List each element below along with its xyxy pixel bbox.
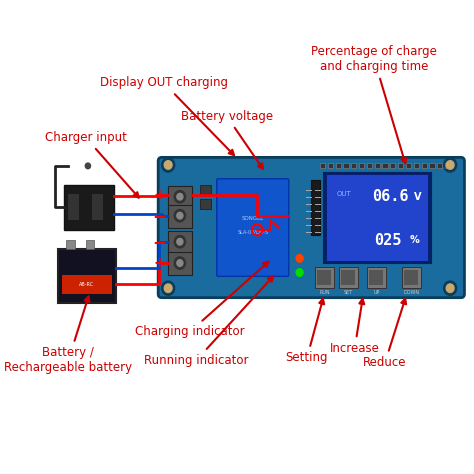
Text: Display OUT charging: Display OUT charging bbox=[100, 76, 234, 155]
Text: SET: SET bbox=[344, 291, 353, 295]
Circle shape bbox=[446, 161, 454, 169]
Bar bbox=[62, 275, 112, 294]
Text: −: − bbox=[153, 207, 166, 225]
Bar bbox=[344, 163, 349, 168]
Bar bbox=[66, 240, 75, 249]
Bar bbox=[404, 270, 418, 285]
Text: V: V bbox=[414, 191, 421, 202]
Text: %: % bbox=[410, 235, 419, 246]
Text: DOWN: DOWN bbox=[403, 291, 419, 295]
Bar bbox=[401, 267, 420, 288]
Bar bbox=[367, 163, 372, 168]
Circle shape bbox=[177, 238, 183, 245]
Bar bbox=[429, 163, 435, 168]
Bar bbox=[68, 194, 79, 220]
Circle shape bbox=[162, 281, 174, 295]
Text: +: + bbox=[154, 188, 165, 202]
Bar bbox=[200, 199, 210, 209]
Bar bbox=[336, 163, 341, 168]
Text: Increase: Increase bbox=[330, 299, 380, 355]
Bar bbox=[351, 163, 356, 168]
Bar bbox=[200, 185, 210, 194]
Bar bbox=[383, 163, 388, 168]
Bar bbox=[327, 175, 428, 261]
Bar bbox=[168, 205, 192, 228]
Circle shape bbox=[85, 163, 91, 169]
Text: Percentage of charge
and charging time: Percentage of charge and charging time bbox=[311, 45, 437, 164]
Circle shape bbox=[174, 257, 185, 269]
Text: AB-RC: AB-RC bbox=[79, 282, 94, 287]
Text: Reduce: Reduce bbox=[363, 299, 407, 369]
Text: Running indicator: Running indicator bbox=[144, 276, 273, 367]
Circle shape bbox=[164, 284, 172, 292]
Bar bbox=[92, 194, 103, 220]
Circle shape bbox=[446, 284, 454, 292]
Bar bbox=[168, 186, 192, 209]
Text: UP: UP bbox=[373, 291, 380, 295]
Circle shape bbox=[444, 158, 456, 172]
Bar bbox=[338, 267, 358, 288]
Text: 06.6: 06.6 bbox=[372, 189, 409, 204]
Bar bbox=[328, 163, 333, 168]
Circle shape bbox=[162, 158, 174, 172]
Circle shape bbox=[444, 281, 456, 295]
Text: OUT: OUT bbox=[337, 191, 351, 197]
Text: Setting: Setting bbox=[286, 299, 328, 365]
Text: −: − bbox=[153, 233, 166, 251]
Bar bbox=[406, 163, 411, 168]
Bar bbox=[341, 270, 355, 285]
Bar bbox=[390, 163, 395, 168]
Circle shape bbox=[174, 191, 185, 203]
Circle shape bbox=[174, 210, 185, 222]
Bar bbox=[168, 231, 192, 254]
Circle shape bbox=[177, 212, 183, 219]
Text: SLA-0·VDC-S: SLA-0·VDC-S bbox=[237, 230, 268, 235]
Bar bbox=[369, 270, 383, 285]
Circle shape bbox=[177, 260, 183, 266]
Bar bbox=[359, 163, 364, 168]
Text: +: + bbox=[154, 256, 165, 270]
Bar bbox=[374, 163, 380, 168]
Circle shape bbox=[296, 269, 303, 276]
Text: SONGLE: SONGLE bbox=[242, 216, 264, 220]
Text: RUN: RUN bbox=[319, 291, 329, 295]
FancyBboxPatch shape bbox=[217, 179, 289, 276]
Circle shape bbox=[164, 161, 172, 169]
Circle shape bbox=[174, 236, 185, 248]
Circle shape bbox=[296, 255, 303, 262]
Text: Battery /
Rechargeable battery: Battery / Rechargeable battery bbox=[4, 296, 132, 374]
Circle shape bbox=[177, 193, 183, 200]
Bar bbox=[168, 252, 192, 275]
Bar bbox=[398, 163, 403, 168]
Bar bbox=[57, 249, 116, 303]
Bar bbox=[421, 163, 427, 168]
Bar bbox=[445, 163, 450, 168]
Bar bbox=[86, 240, 94, 249]
Text: 025: 025 bbox=[374, 233, 402, 248]
Bar bbox=[311, 180, 320, 235]
Text: Battery voltage: Battery voltage bbox=[181, 109, 273, 169]
Text: Charging indicator: Charging indicator bbox=[135, 262, 268, 338]
Bar bbox=[318, 270, 331, 285]
Bar bbox=[414, 163, 419, 168]
FancyBboxPatch shape bbox=[158, 157, 465, 298]
Text: Charger input: Charger input bbox=[45, 131, 139, 198]
Bar bbox=[64, 185, 114, 230]
Bar bbox=[315, 267, 334, 288]
Bar bbox=[437, 163, 442, 168]
Bar bbox=[367, 267, 386, 288]
Bar bbox=[324, 173, 430, 263]
Bar bbox=[320, 163, 325, 168]
